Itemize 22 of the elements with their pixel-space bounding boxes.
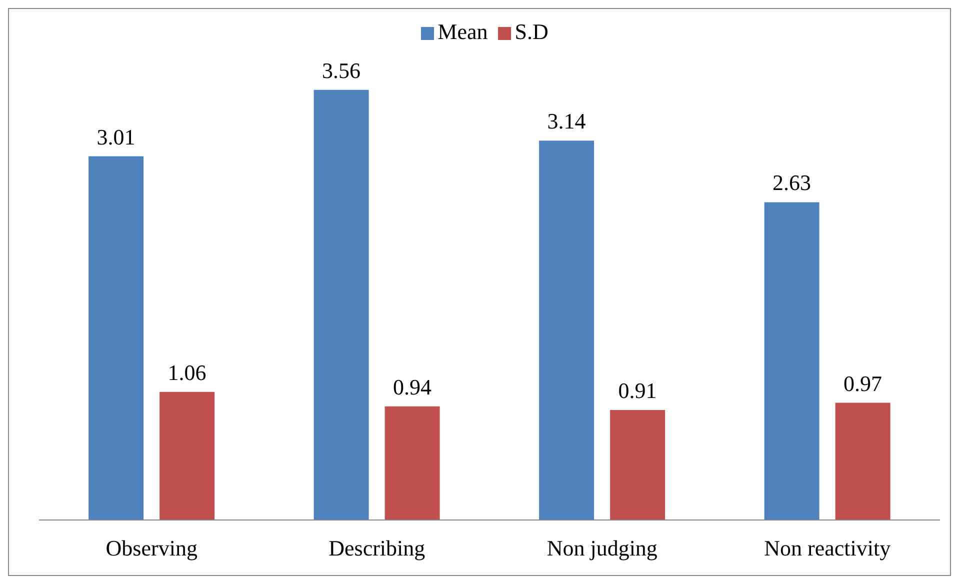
data-label: 0.91 bbox=[618, 378, 657, 404]
data-label: 0.97 bbox=[844, 370, 882, 396]
x-tick-label: Non judging bbox=[546, 536, 658, 561]
data-label: 1.06 bbox=[168, 360, 206, 385]
bar bbox=[314, 90, 369, 520]
bar bbox=[539, 140, 594, 520]
legend-label: Mean bbox=[438, 19, 488, 44]
x-tick-label: Non reactivity bbox=[764, 536, 891, 561]
data-label: 3.01 bbox=[96, 124, 136, 150]
data-label: 2.63 bbox=[772, 170, 812, 196]
bar bbox=[835, 402, 890, 520]
bar bbox=[610, 410, 666, 520]
x-tick-label: Describing bbox=[328, 536, 426, 561]
bar bbox=[88, 156, 144, 520]
data-label: 3.14 bbox=[547, 108, 586, 134]
data-label: 3.56 bbox=[322, 58, 361, 83]
data-label: 0.94 bbox=[393, 374, 432, 400]
bar bbox=[764, 202, 820, 520]
bar bbox=[384, 406, 440, 520]
legend-label: S.D bbox=[514, 19, 548, 44]
x-tick-label: Observing bbox=[106, 536, 198, 561]
bar bbox=[160, 392, 215, 520]
